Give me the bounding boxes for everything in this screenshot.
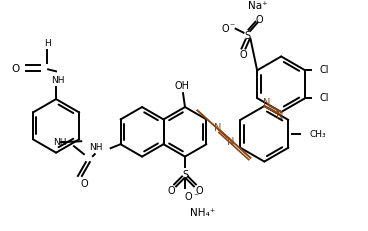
Text: ⁻: ⁻	[193, 191, 198, 201]
Text: NH: NH	[51, 76, 65, 84]
Text: OH: OH	[174, 81, 190, 91]
Text: O: O	[80, 178, 88, 188]
Text: N: N	[214, 122, 221, 132]
Text: O: O	[222, 24, 230, 33]
Text: Cl: Cl	[319, 65, 329, 75]
Text: O: O	[184, 191, 192, 201]
Text: N: N	[276, 111, 283, 121]
Text: Na⁺: Na⁺	[248, 1, 267, 11]
Text: S: S	[244, 30, 251, 40]
Text: ⁻: ⁻	[229, 23, 234, 33]
Text: O: O	[11, 64, 20, 74]
Text: S: S	[182, 170, 188, 180]
Text: NH₄⁺: NH₄⁺	[190, 207, 216, 217]
Text: O: O	[240, 50, 247, 60]
Text: H: H	[44, 39, 50, 48]
Text: NH: NH	[53, 137, 67, 146]
Text: N: N	[227, 136, 234, 146]
Text: NH: NH	[89, 142, 103, 151]
Text: N: N	[263, 97, 270, 107]
Text: O: O	[195, 185, 203, 195]
Text: Cl: Cl	[319, 93, 329, 103]
Text: CH₃: CH₃	[310, 130, 326, 139]
Text: O: O	[255, 15, 263, 25]
Text: O: O	[167, 185, 175, 195]
